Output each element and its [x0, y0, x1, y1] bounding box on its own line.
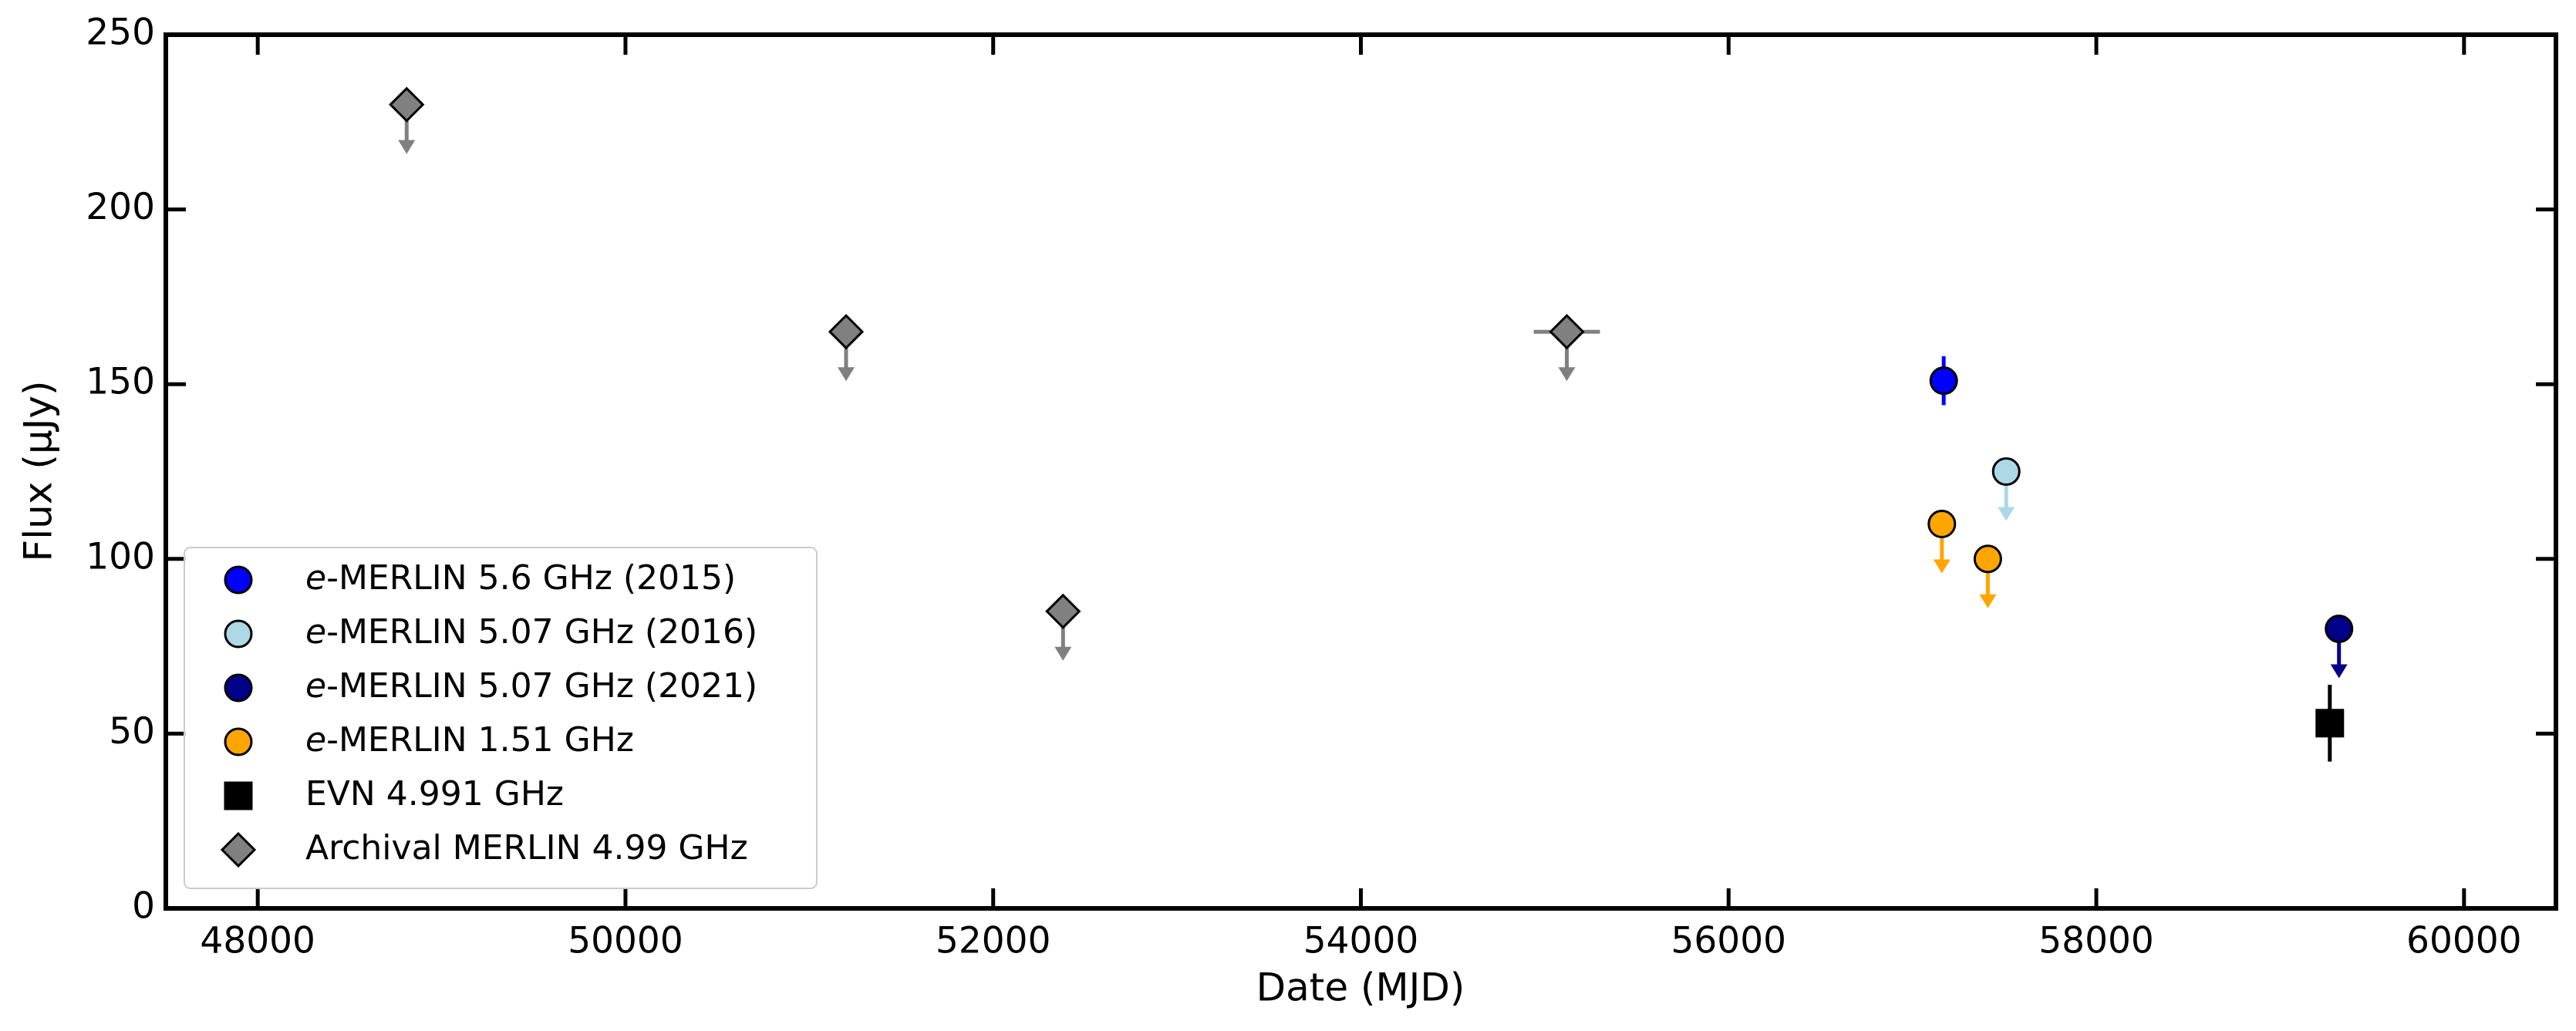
x-tick-label: 48000: [200, 920, 315, 962]
legend-label: e-MERLIN 1.51 GHz: [305, 720, 634, 760]
y-tick-label: 250: [86, 12, 155, 54]
marker: [1549, 314, 1585, 350]
x-tick-label: 50000: [568, 920, 683, 962]
upper-limit-head: [1558, 367, 1576, 382]
legend-label: e-MERLIN 5.6 GHz (2015): [305, 558, 736, 598]
marker: [1991, 457, 2021, 486]
plot-frame: [164, 32, 2558, 911]
x-tick-label: 54000: [1303, 920, 1419, 962]
y-axis-label: Flux (μJy): [16, 381, 61, 562]
legend-label: EVN 4.991 GHz: [305, 774, 564, 814]
legend-box: [184, 547, 818, 889]
marker: [1927, 509, 1957, 538]
marker: [1929, 366, 1958, 396]
legend-marker: [224, 565, 253, 595]
y-tick-label: 100: [86, 535, 155, 578]
x-tick-label: 52000: [936, 920, 1051, 962]
legend-marker: [224, 781, 253, 810]
legend-marker: [224, 619, 253, 649]
upper-limit-head: [1979, 594, 1997, 608]
upper-limit-head: [398, 140, 416, 154]
y-tick-label: 0: [132, 885, 155, 928]
marker: [2325, 614, 2354, 643]
x-axis-label: Date (MJD): [1256, 965, 1465, 1010]
marker: [828, 314, 865, 350]
marker: [2315, 709, 2345, 738]
legend-label: Archival MERLIN 4.99 GHz: [305, 828, 748, 868]
legend-marker: [220, 831, 257, 868]
x-tick-label: 58000: [2038, 920, 2154, 962]
x-tick-label: 60000: [2406, 920, 2522, 962]
legend-label: e-MERLIN 5.07 GHz (2021): [305, 666, 757, 706]
upper-limit-head: [1998, 507, 2015, 521]
legend-marker: [224, 673, 253, 702]
upper-limit-head: [1054, 646, 1072, 661]
y-tick-label: 50: [109, 710, 155, 753]
marker: [1973, 544, 2002, 574]
upper-limit-head: [2330, 664, 2348, 679]
legend-label: e-MERLIN 5.07 GHz (2016): [305, 612, 757, 652]
legend-marker: [224, 727, 253, 756]
x-tick-label: 56000: [1671, 920, 1787, 962]
y-tick-label: 200: [86, 186, 155, 228]
y-tick-label: 150: [86, 361, 155, 403]
marker: [1045, 593, 1081, 629]
upper-limit-head: [838, 367, 855, 382]
marker: [389, 86, 425, 123]
upper-limit-head: [1933, 559, 1951, 574]
